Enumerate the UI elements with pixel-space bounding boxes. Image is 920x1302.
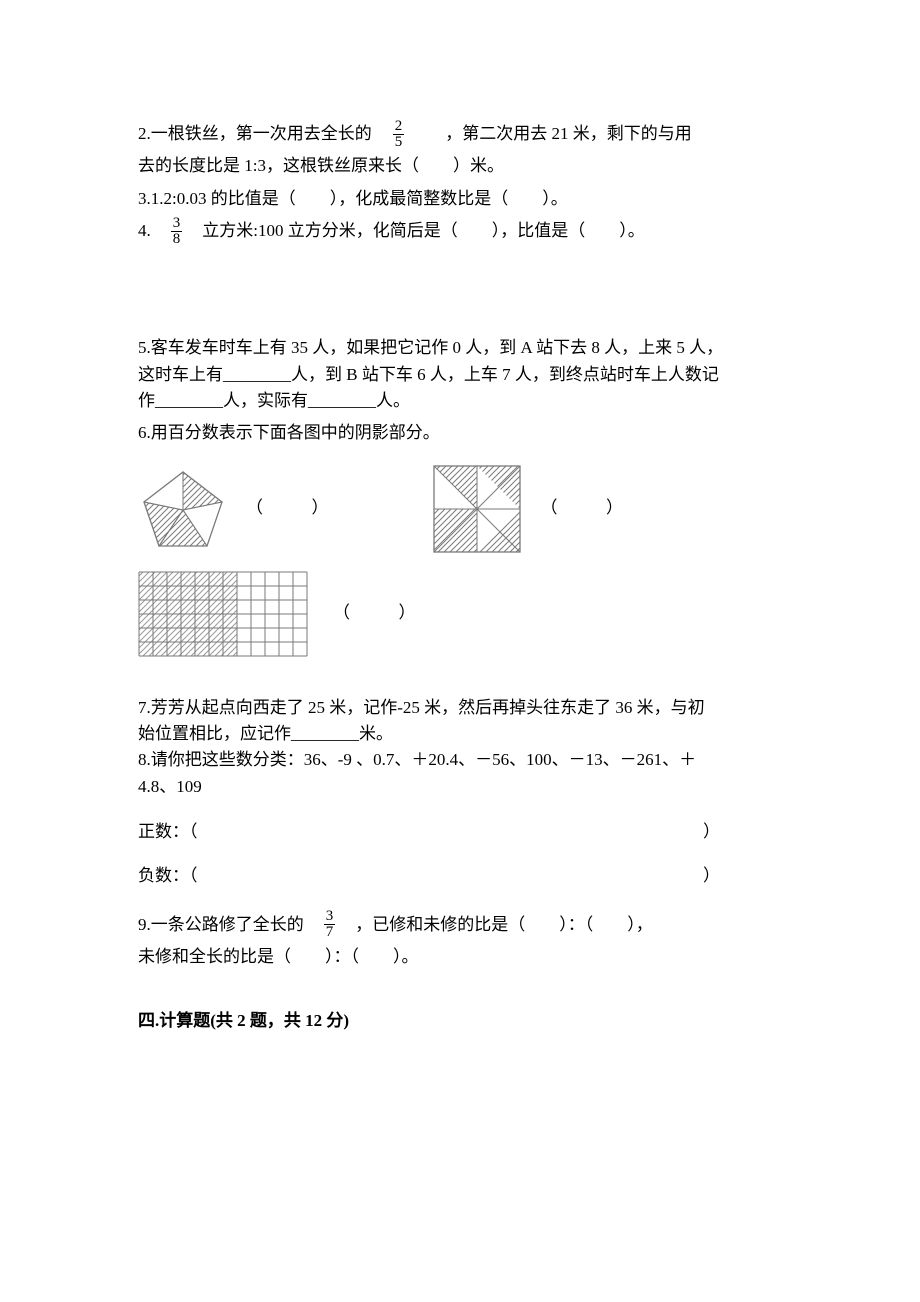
frac-den: 7 <box>324 924 336 940</box>
paren-open: （ <box>246 498 263 517</box>
frac-num: 2 <box>393 119 405 134</box>
paren-open: （ <box>333 603 350 622</box>
q4-prefix: 4. <box>138 215 168 247</box>
q9-prefix: 9.一条公路修了全长的 <box>138 909 321 941</box>
q8: 8.请你把这些数分类：36、-9 、0.7、＋20.4、－56、100、－13、… <box>138 747 800 800</box>
q3: 3.1.2:0.03 的比值是（ ），化成最简整数比是（ ）。 <box>138 183 800 215</box>
q2-mid: ，第二次用去 21 米，剩下的与用 <box>445 118 692 150</box>
q5: 5.客车发车时车上有 35 人，如果把它记作 0 人，到 A 站下去 8 人，上… <box>138 335 800 414</box>
pentagon-figure <box>138 466 228 552</box>
neg-close: ） <box>703 860 720 892</box>
neg-label: 负数：（ <box>138 860 198 892</box>
paren-close: ） <box>606 498 623 517</box>
q8-positive: 正数：（ ） <box>138 816 800 848</box>
pos-label: 正数：（ <box>138 816 198 848</box>
q2-prefix: 2.一根铁丝，第一次用去全长的 <box>138 118 372 150</box>
q6-title: 6.用百分数表示下面各图中的阴影部分。 <box>138 420 800 446</box>
q7-l1: 7.芳芳从起点向西走了 25 米，记作-25 米，然后再掉头往东走了 36 米，… <box>138 695 800 721</box>
pos-close: ） <box>703 816 720 848</box>
q6-ans1: （ ） <box>246 492 329 524</box>
frac-den: 5 <box>393 134 405 150</box>
q9-line2: 未修和全长的比是（ ）：（ ）。 <box>138 941 800 973</box>
q8-l2: 4.8、109 <box>138 774 800 800</box>
q8-negative: 负数：（ ） <box>138 860 800 892</box>
q9-line1: 9.一条公路修了全长的 3 7 ，已修和未修的比是（ ）：（ ）， <box>138 909 800 941</box>
q9-mid: ，已修和未修的比是（ ）：（ ）， <box>338 909 653 941</box>
paren-close: ） <box>399 603 416 622</box>
q4-fraction: 3 8 <box>171 216 183 247</box>
square-figure <box>431 463 523 555</box>
page: 2.一根铁丝，第一次用去全长的 2 5 ，第二次用去 21 米，剩下的与用 去的… <box>0 0 920 1302</box>
frac-num: 3 <box>324 909 336 924</box>
q9-fraction: 3 7 <box>324 909 336 940</box>
section-4-heading: 四.计算题(共 2 题，共 12 分) <box>138 1005 800 1037</box>
q2-line2: 去的长度比是 1:3，这根铁丝原来长（ ）米。 <box>138 150 800 182</box>
paren-close: ） <box>312 498 329 517</box>
frac-den: 8 <box>171 231 183 247</box>
q2-fraction: 2 5 <box>393 119 405 150</box>
q6-row1: （ ） （ ） <box>138 463 800 555</box>
q8-l1: 8.请你把这些数分类：36、-9 、0.7、＋20.4、－56、100、－13、… <box>138 747 800 773</box>
frac-num: 3 <box>171 216 183 231</box>
q6-ans3: （ ） <box>333 597 416 629</box>
q5-l2: 这时车上有________人，到 B 站下车 6 人，上车 7 人，到终点站时车… <box>138 362 800 388</box>
q6-row2: （ ） <box>138 571 800 657</box>
grid-figure <box>138 571 308 657</box>
q5-l1: 5.客车发车时车上有 35 人，如果把它记作 0 人，到 A 站下去 8 人，上… <box>138 335 800 361</box>
q6-ans2: （ ） <box>541 492 624 524</box>
q7: 7.芳芳从起点向西走了 25 米，记作-25 米，然后再掉头往东走了 36 米，… <box>138 695 800 748</box>
q5-l3: 作________人，实际有________人。 <box>138 388 800 414</box>
q4: 4. 3 8 立方米:100 立方分米，化简后是（ ），比值是（ ）。 <box>138 215 800 247</box>
q7-l2: 始位置相比，应记作________米。 <box>138 721 800 747</box>
q2-line1: 2.一根铁丝，第一次用去全长的 2 5 ，第二次用去 21 米，剩下的与用 <box>138 118 800 150</box>
q4-suffix: 立方米:100 立方分米，化简后是（ ），比值是（ ）。 <box>185 215 644 247</box>
paren-open: （ <box>541 498 558 517</box>
